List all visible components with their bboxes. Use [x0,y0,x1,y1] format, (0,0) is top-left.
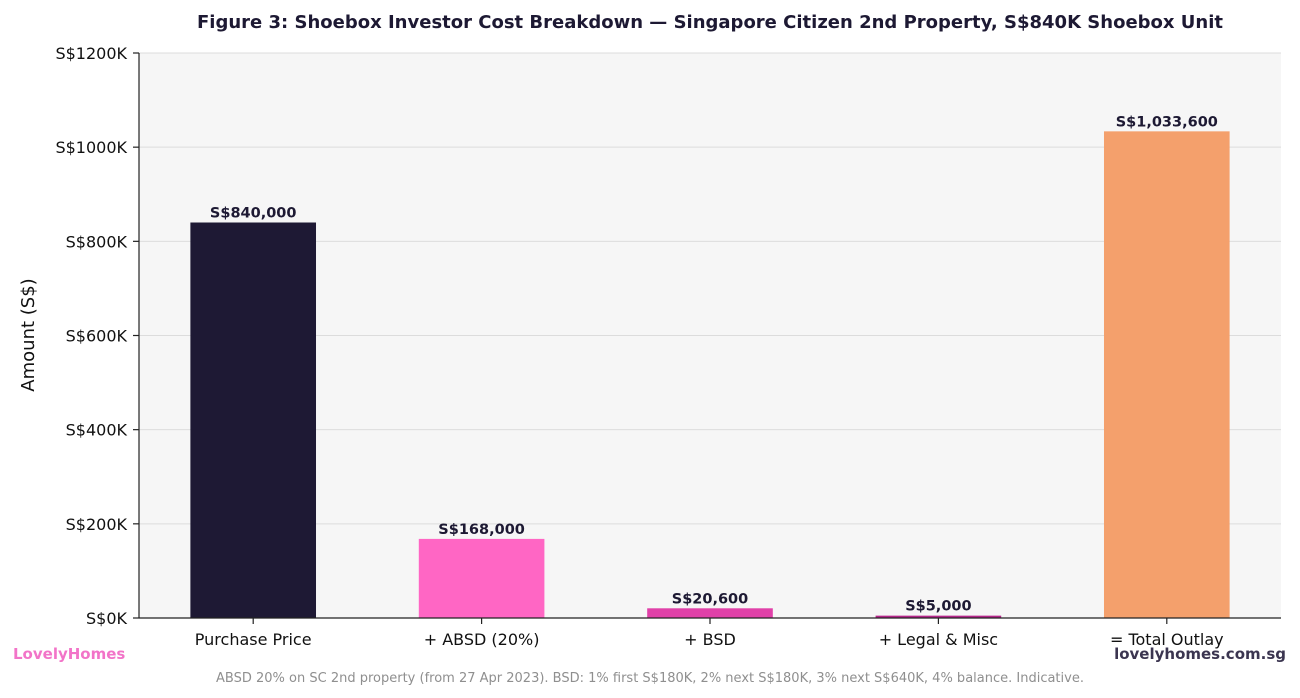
bar-value-label: S$1,033,600 [1116,114,1218,130]
bar-value-label: S$20,600 [672,591,749,607]
bar [190,222,317,618]
chart-title: Figure 3: Shoebox Investor Cost Breakdow… [197,12,1223,33]
bars [190,131,1230,618]
brand-logo-text: LovelyHomes [13,645,125,663]
y-tick-label: S$600K [66,327,128,346]
x-axis-ticks: Purchase Price + ABSD (20%) + BSD + Legal &… [195,618,1224,649]
x-tick-label: = Total Outlay [1110,630,1224,649]
bar [418,538,545,618]
y-tick-label: S$400K [66,421,128,440]
bar-value-label: S$840,000 [210,206,297,222]
y-tick-label: S$1000K [55,138,127,157]
footnote: ABSD 20% on SC 2nd property (from 27 Apr… [216,671,1084,686]
bar-value-label: S$5,000 [905,599,971,615]
brand-url: lovelyhomes.com.sg [1114,645,1286,663]
data-labels: S$840,000 S$168,000 S$20,600 S$5,000 S$1,033… [210,114,1218,614]
x-tick-label: + Legal & Misc [879,630,998,649]
y-tick-label: S$200K [66,515,128,534]
bar [647,608,773,618]
x-tick-label: + BSD [684,630,736,649]
x-tick-label: Purchase Price [195,630,312,649]
x-tick-label: + ABSD (20%) [424,630,540,649]
y-tick-label: S$0K [86,609,128,628]
y-axis-ticks: S$0K S$200K S$400K S$600K S$800K S$1000K S$120… [55,44,139,628]
y-tick-label: S$1200K [55,44,127,63]
grid-lines [139,52,1281,525]
y-axis-title: Amount (S$) [18,278,39,391]
bar [1103,131,1230,618]
bar [875,615,1002,618]
y-tick-label: S$800K [66,232,128,251]
bar-value-label: S$168,000 [438,522,525,538]
